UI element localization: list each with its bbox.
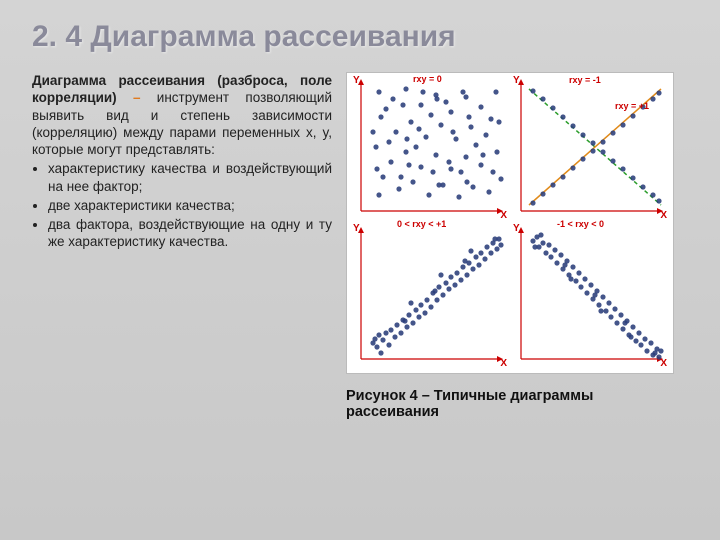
figure-caption: Рисунок 4 – Типичные диаграммы рассеиван… (346, 388, 688, 420)
list-item: два фактора, воздействующие на одну и ту… (48, 216, 332, 251)
r-label-pos: 0 < rxy < +1 (397, 219, 446, 229)
r-label-neg1: rxy = -1 (569, 75, 601, 85)
bullet-list: характеристику качества и воздействующий… (32, 160, 332, 250)
scatter-r1 (515, 77, 665, 217)
axis-y: Y (353, 75, 360, 86)
list-item: две характеристики качества; (48, 197, 332, 214)
list-item: характеристику качества и воздействующий… (48, 160, 332, 195)
page-title: 2. 4 Диаграмма рассеивания (32, 20, 688, 54)
panel-rneg: Y X -1 < rxy < 0 (515, 225, 665, 365)
scatter-diagrams: Y X rxy = 0 Y X rxy = -1 rxy = +1 Y X (346, 72, 674, 374)
axis-x: X (500, 358, 507, 369)
panel-r1: Y X rxy = -1 rxy = +1 (515, 77, 665, 217)
axis-y: Y (513, 75, 520, 86)
scatter-r0 (355, 77, 505, 217)
axis-x: X (660, 358, 667, 369)
r-label-neg: -1 < rxy < 0 (557, 219, 604, 229)
axis-y: Y (513, 223, 520, 234)
panel-rpos: Y X 0 < rxy < +1 (355, 225, 505, 365)
axis-x: X (660, 210, 667, 221)
r-label-pos1: rxy = +1 (615, 101, 649, 111)
axis-x: X (500, 210, 507, 221)
r-label-0: rxy = 0 (413, 74, 442, 84)
content-row: Диаграмма рассеивания (разброса, поле ко… (32, 72, 688, 420)
panel-r0: Y X rxy = 0 (355, 77, 505, 217)
axis-y: Y (353, 223, 360, 234)
def-dash: – (117, 90, 157, 105)
scatter-rneg (515, 225, 665, 365)
scatter-rpos (355, 225, 505, 365)
right-column: Y X rxy = 0 Y X rxy = -1 rxy = +1 Y X (346, 72, 688, 420)
definition-text: Диаграмма рассеивания (разброса, поле ко… (32, 72, 332, 420)
